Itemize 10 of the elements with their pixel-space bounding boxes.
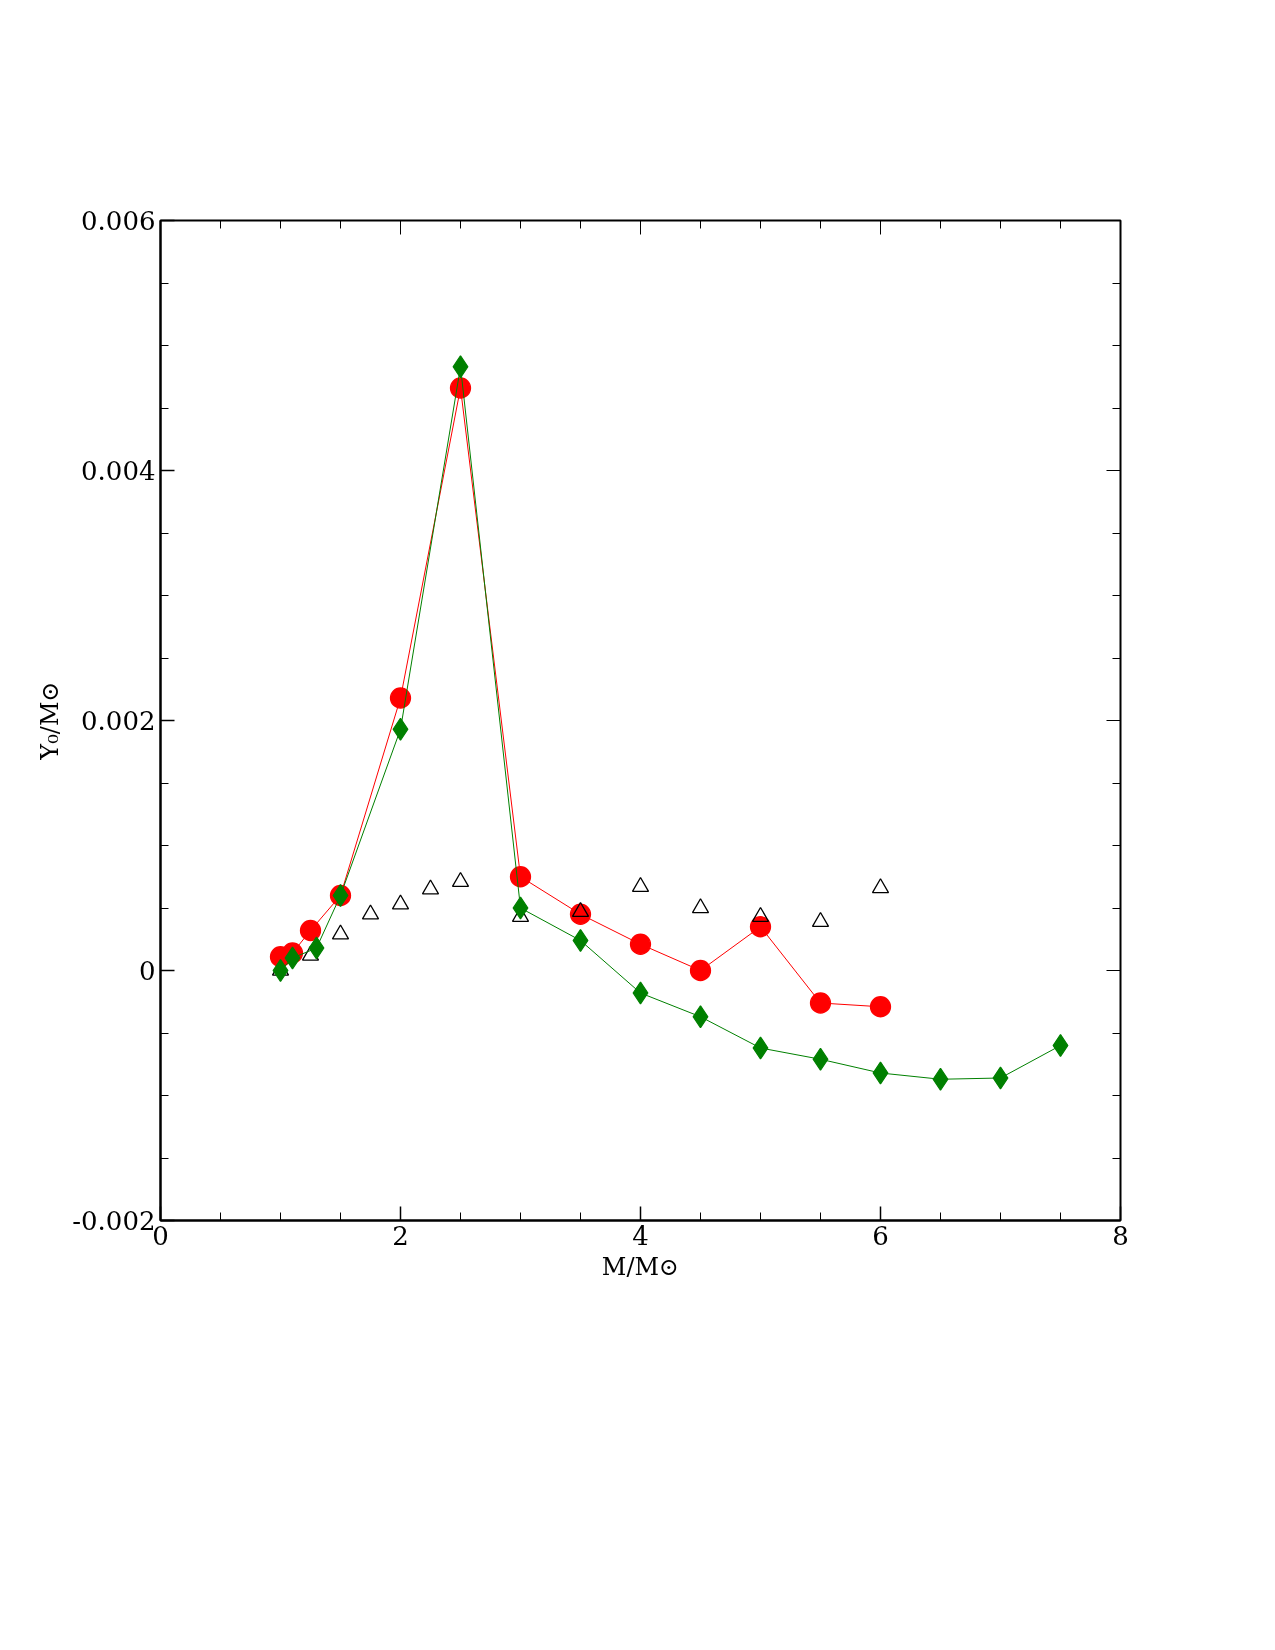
x-tick-label: 4 (632, 1220, 649, 1251)
x-tick-label: 2 (392, 1220, 409, 1251)
x-tick-label: 8 (1112, 1220, 1129, 1251)
y-tick-label: 0.002 (81, 706, 156, 736)
y-tick-label: 0.006 (81, 206, 156, 236)
x-axis-title: M/M⊙ (601, 1252, 680, 1281)
y-tick-label: 0 (138, 956, 156, 986)
y-axis-title: Y₀/M⊙ (36, 681, 65, 761)
x-tick-label: 6 (872, 1220, 889, 1251)
y-tick-label: 0.004 (81, 456, 156, 486)
